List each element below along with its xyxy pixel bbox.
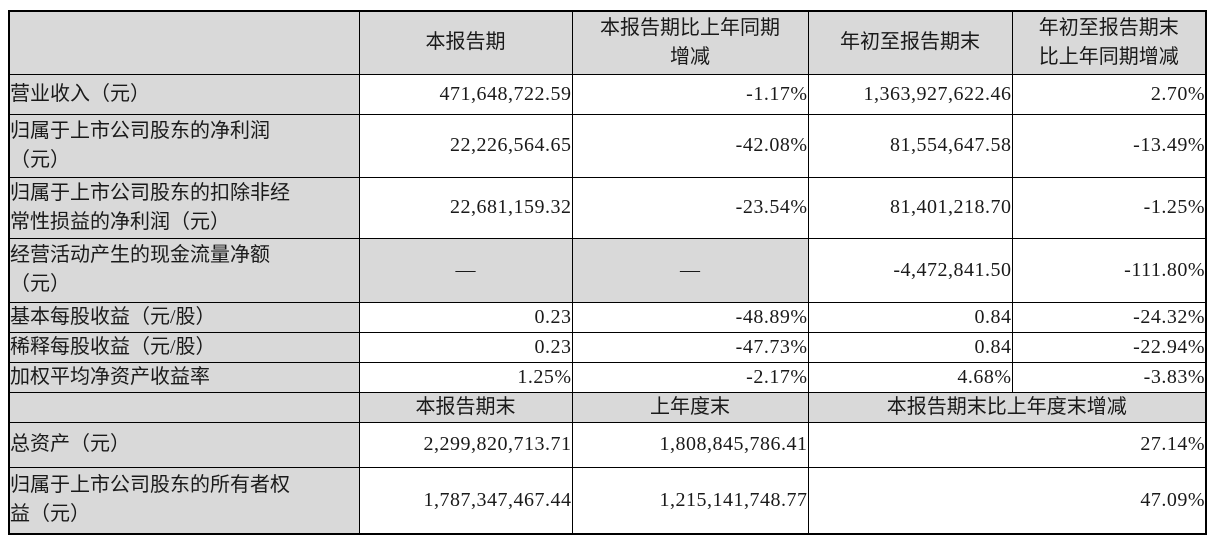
metric-header-blank [8, 391, 360, 423]
current-value: 22,226,564.65 [358, 113, 573, 178]
ytd-header: 年初至报告期末 [807, 10, 1013, 75]
ytd-value: 4.68% [807, 361, 1013, 393]
ytd-value: 81,554,647.58 [807, 113, 1013, 178]
row-label: 营业收入（元） [8, 73, 360, 115]
prior-year-end-value: 1,215,141,748.77 [571, 466, 809, 535]
table-row-diluted-eps: 稀释每股收益（元/股） 0.23 -47.73% 0.84 -22.94% [8, 331, 1207, 363]
table-row-operating-cash-flow: 经营活动产生的现金流量净额 （元） — — -4,472,841.50 -111… [8, 237, 1207, 303]
ytd-value: -4,472,841.50 [807, 237, 1013, 303]
ytd-change-value: -13.49% [1011, 113, 1207, 178]
change-value: 27.14% [807, 421, 1207, 468]
metric-header-blank [8, 10, 360, 75]
row-label: 归属于上市公司股东的扣除非经 常性损益的净利润（元） [8, 176, 360, 239]
row-label: 加权平均净资产收益率 [8, 361, 360, 393]
current-period-change-header: 本报告期比上年同期 增减 [571, 10, 809, 75]
prior-year-end-header: 上年度末 [571, 391, 809, 423]
ytd-value: 0.84 [807, 301, 1013, 333]
row-label: 总资产（元） [8, 421, 360, 468]
period-end-change-header: 本报告期末比上年度末增减 [807, 391, 1207, 423]
period-end-header: 本报告期末 [358, 391, 573, 423]
table-row-net-profit-excl-nonrecurring: 归属于上市公司股东的扣除非经 常性损益的净利润（元） 22,681,159.32… [8, 176, 1207, 239]
table-row-net-profit: 归属于上市公司股东的净利润 （元） 22,226,564.65 -42.08% … [8, 113, 1207, 178]
row-label: 稀释每股收益（元/股） [8, 331, 360, 363]
current-change-value: -42.08% [571, 113, 809, 178]
ytd-value: 0.84 [807, 331, 1013, 363]
row-label: 基本每股收益（元/股） [8, 301, 360, 333]
current-value: 0.23 [358, 301, 573, 333]
current-change-value: -47.73% [571, 331, 809, 363]
period-end-value: 2,299,820,713.71 [358, 421, 573, 468]
current-value: 471,648,722.59 [358, 73, 573, 115]
section1-header-row: 本报告期 本报告期比上年同期 增减 年初至报告期末 年初至报告期末 比上年同期增… [8, 10, 1207, 75]
table-row-revenue: 营业收入（元） 471,648,722.59 -1.17% 1,363,927,… [8, 73, 1207, 115]
table-row-total-assets: 总资产（元） 2,299,820,713.71 1,808,845,786.41… [8, 421, 1207, 468]
ytd-change-value: 2.70% [1011, 73, 1207, 115]
ytd-value: 1,363,927,622.46 [807, 73, 1013, 115]
current-value: 1.25% [358, 361, 573, 393]
change-value: 47.09% [807, 466, 1207, 535]
table-row-basic-eps: 基本每股收益（元/股） 0.23 -48.89% 0.84 -24.32% [8, 301, 1207, 333]
ytd-change-value: -24.32% [1011, 301, 1207, 333]
ytd-change-header: 年初至报告期末 比上年同期增减 [1011, 10, 1207, 75]
ytd-value: 81,401,218.70 [807, 176, 1013, 239]
ytd-change-value: -1.25% [1011, 176, 1207, 239]
current-change-value-dash: — [571, 237, 809, 303]
row-label: 归属于上市公司股东的所有者权 益（元） [8, 466, 360, 535]
current-change-value: -2.17% [571, 361, 809, 393]
current-value-dash: — [358, 237, 573, 303]
ytd-change-value: -111.80% [1011, 237, 1207, 303]
row-label: 归属于上市公司股东的净利润 （元） [8, 113, 360, 178]
financial-summary-table: 本报告期 本报告期比上年同期 增减 年初至报告期末 年初至报告期末 比上年同期增… [8, 10, 1207, 535]
table-row-weighted-avg-roe: 加权平均净资产收益率 1.25% -2.17% 4.68% -3.83% [8, 361, 1207, 393]
current-change-value: -48.89% [571, 301, 809, 333]
section2-header-row: 本报告期末 上年度末 本报告期末比上年度末增减 [8, 391, 1207, 423]
current-value: 0.23 [358, 331, 573, 363]
row-label: 经营活动产生的现金流量净额 （元） [8, 237, 360, 303]
prior-year-end-value: 1,808,845,786.41 [571, 421, 809, 468]
current-value: 22,681,159.32 [358, 176, 573, 239]
current-change-value: -23.54% [571, 176, 809, 239]
current-change-value: -1.17% [571, 73, 809, 115]
table-row-equity: 归属于上市公司股东的所有者权 益（元） 1,787,347,467.44 1,2… [8, 466, 1207, 535]
ytd-change-value: -22.94% [1011, 331, 1207, 363]
current-period-header: 本报告期 [358, 10, 573, 75]
ytd-change-value: -3.83% [1011, 361, 1207, 393]
period-end-value: 1,787,347,467.44 [358, 466, 573, 535]
